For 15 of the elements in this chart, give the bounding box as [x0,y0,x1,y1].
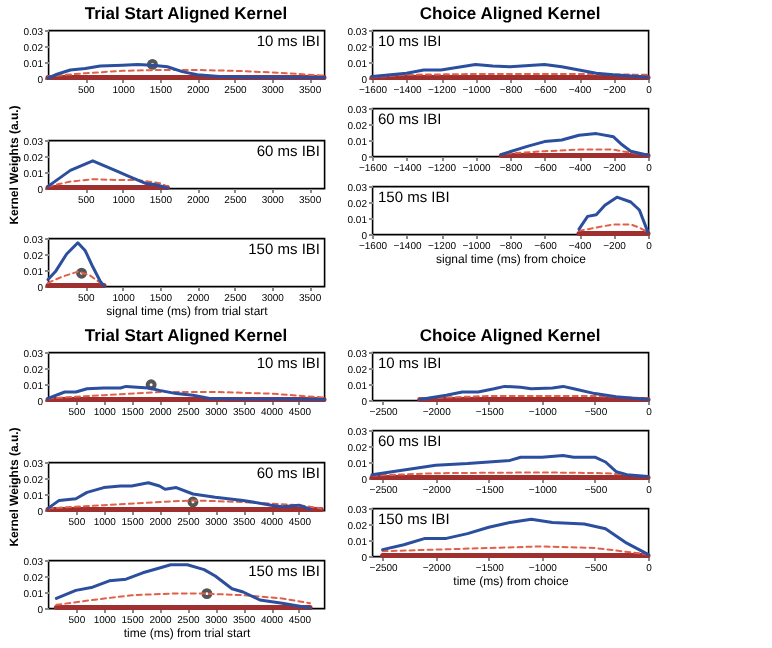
line-series [46,62,326,80]
chart-title: Choice Aligned Kernel [419,325,601,345]
line-series [418,384,650,402]
chart-title: Trial Start Aligned Kernel [84,325,288,345]
line-series [46,481,312,511]
line-series [46,159,169,190]
chart-title: Choice Aligned Kernel [419,3,601,23]
line-series [370,62,650,79]
line-series [46,241,106,288]
line-series [577,195,650,234]
line-series [381,517,650,556]
chart-title: Trial Start Aligned Kernel [84,3,288,23]
line-series [46,384,326,402]
line-series [499,132,650,157]
line-series [370,454,650,478]
